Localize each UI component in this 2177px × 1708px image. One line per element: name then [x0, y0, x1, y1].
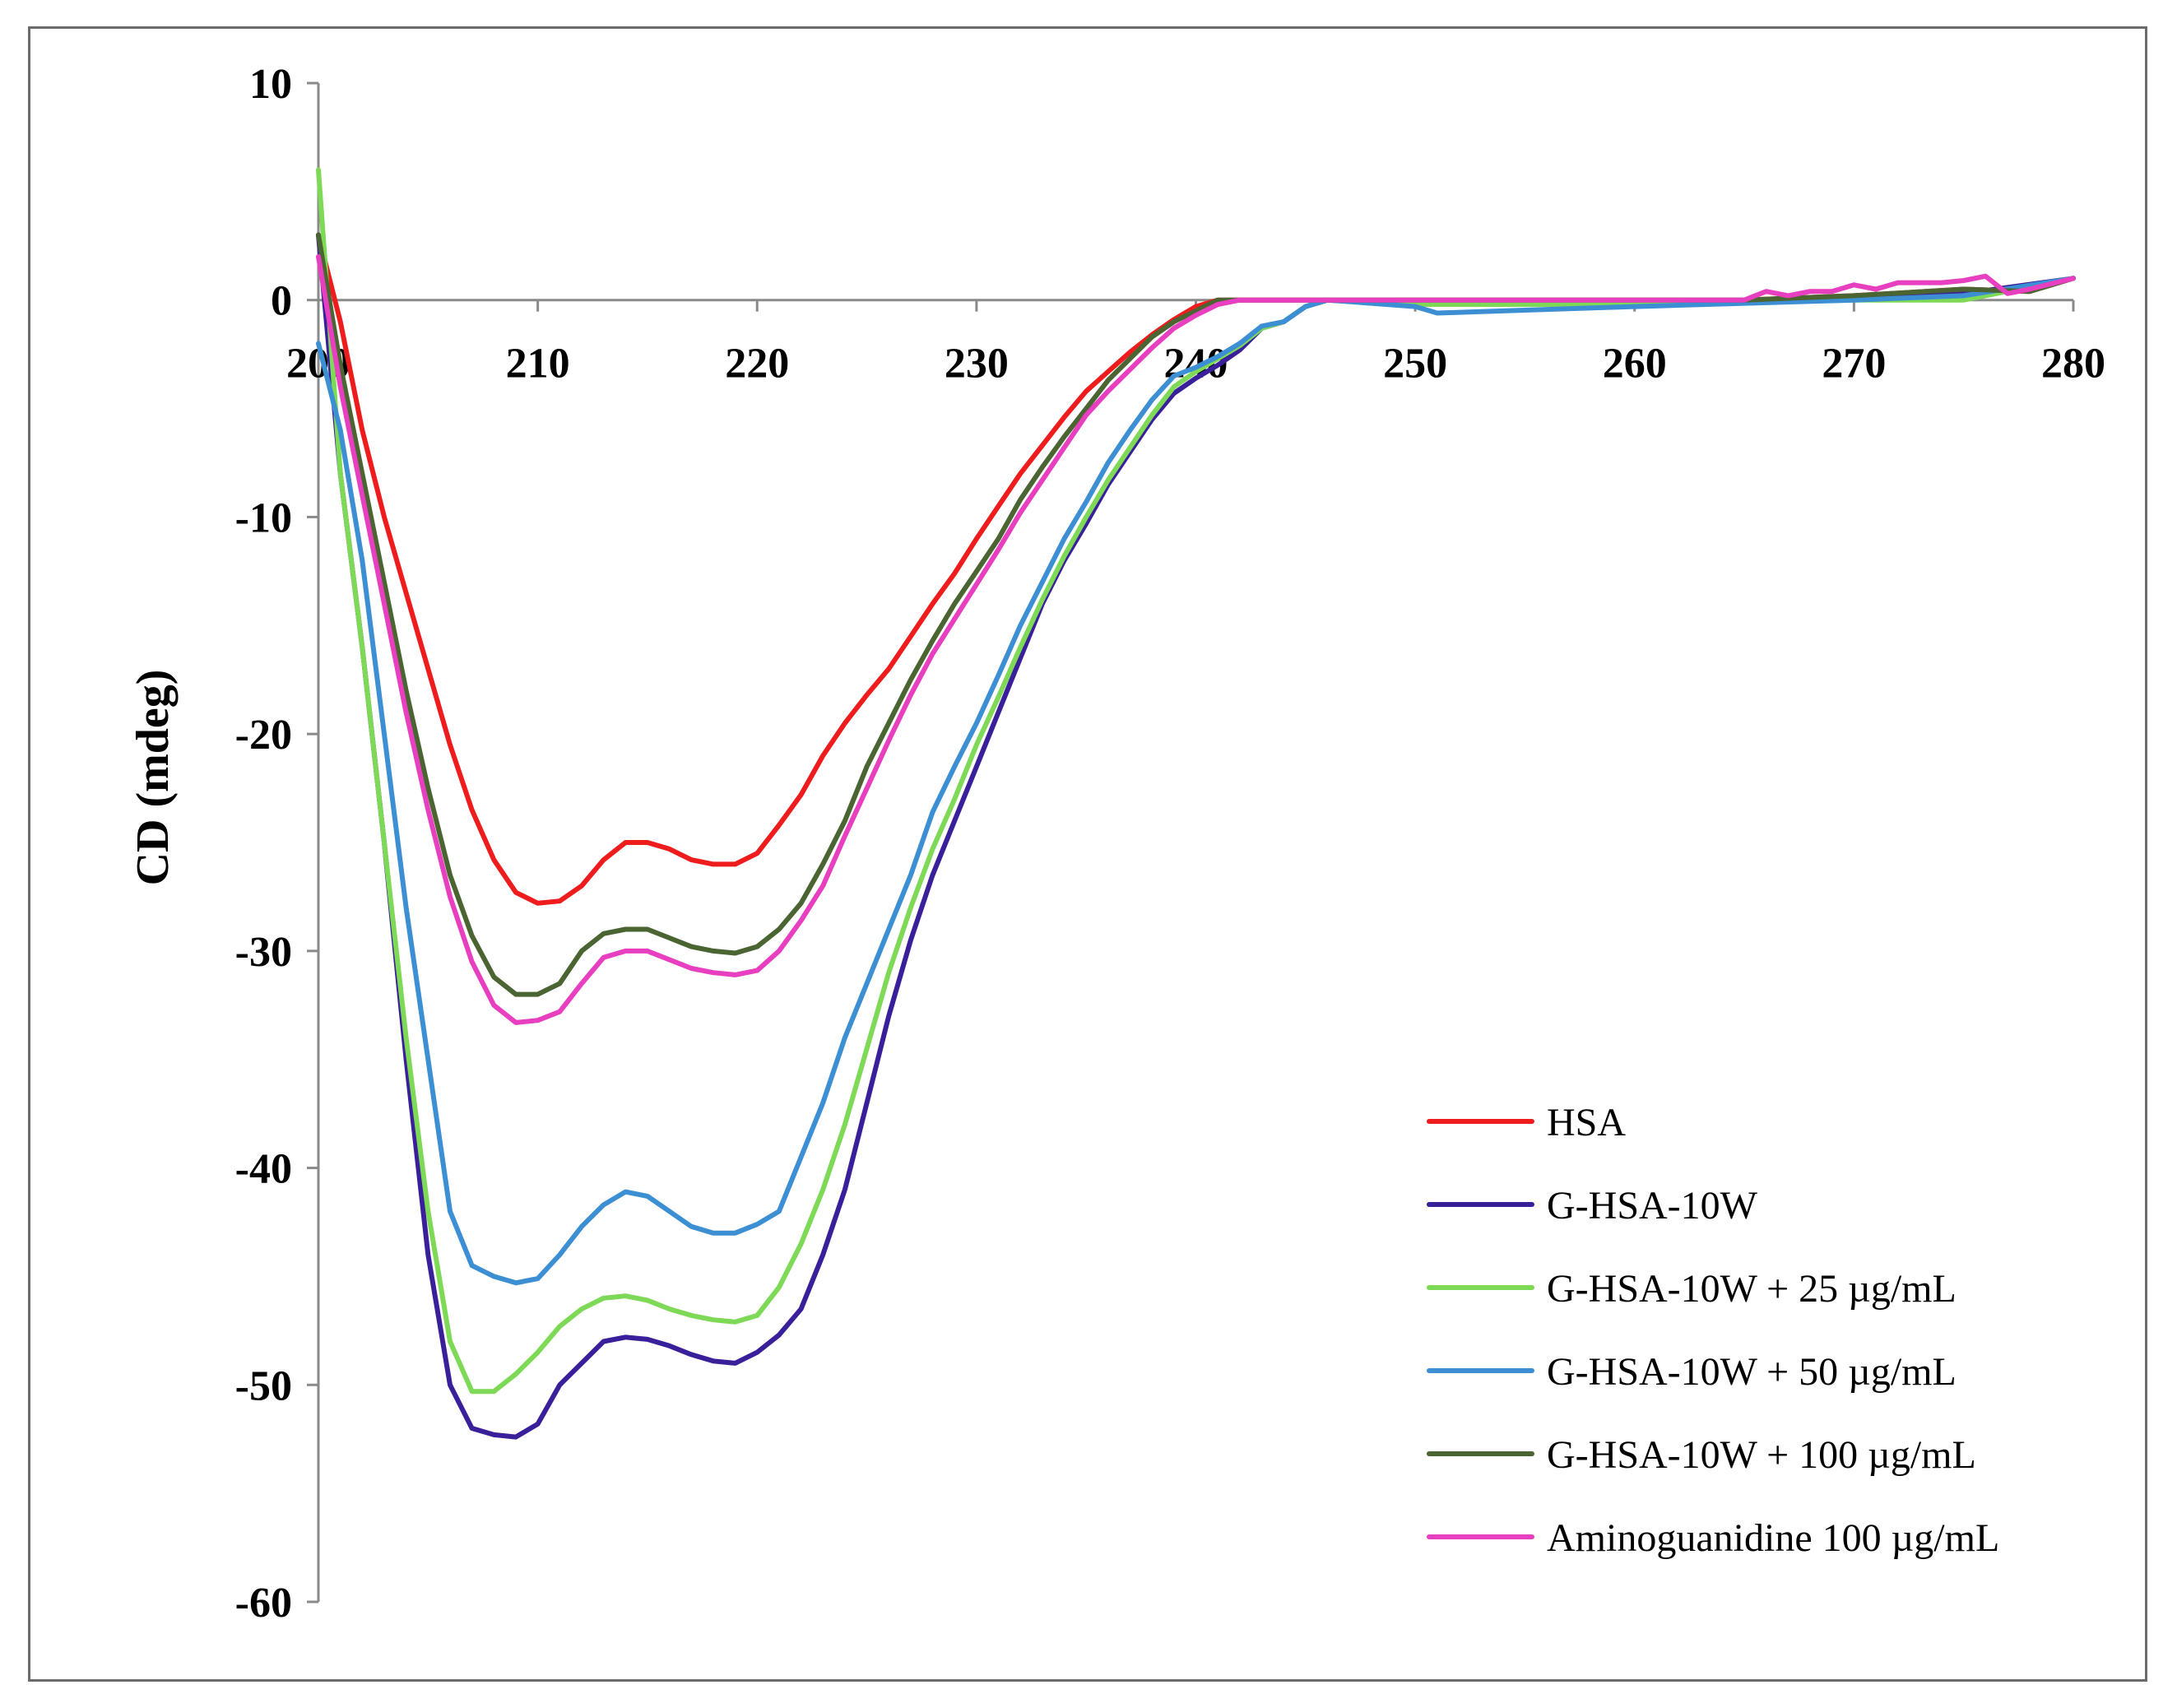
- series-line-6: [316, 254, 2076, 1025]
- y-tick-label: -30: [235, 929, 292, 976]
- y-tick-label: -10: [235, 494, 292, 541]
- series-lines: [316, 167, 2076, 1440]
- x-tick-label: 220: [725, 341, 789, 388]
- chart-frame: 10 0 -10 -20 -30 -40 -50 -60 200 210 220 230 240 250 2…: [28, 26, 2147, 1682]
- legend: HSA G-HSA-10W G-HSA-10W + 25 µg/mL G-HSA-10…: [1427, 1101, 1999, 1560]
- y-tick-label: -50: [235, 1362, 292, 1409]
- y-tick-label: 10: [249, 61, 292, 108]
- x-tick-label: 250: [1383, 341, 1447, 388]
- y-tick-label: -60: [235, 1580, 292, 1627]
- legend-label: HSA: [1547, 1101, 1626, 1144]
- x-tick-label: 260: [1603, 341, 1667, 388]
- legend-label: G-HSA-10W + 25 µg/mL: [1547, 1267, 1957, 1311]
- x-tick-label: 210: [506, 341, 570, 388]
- legend-label: G-HSA-10W: [1547, 1184, 1758, 1228]
- y-axis-title: CD (mdeg): [128, 670, 179, 886]
- series-line-4: [316, 276, 2076, 1286]
- legend-label: G-HSA-10W + 50 µg/mL: [1547, 1350, 1957, 1394]
- x-tick-label: 280: [2041, 341, 2105, 388]
- legend-label: Aminoguanidine 100 µg/mL: [1547, 1516, 1999, 1560]
- y-tick-label: 0: [271, 278, 292, 325]
- series-line-2: [316, 232, 2076, 1440]
- x-tick-label: 230: [945, 341, 1009, 388]
- series-line-1: [316, 232, 2076, 906]
- y-tick-label: -20: [235, 712, 292, 759]
- y-tick-label: -40: [235, 1146, 292, 1193]
- legend-label: G-HSA-10W + 100 µg/mL: [1547, 1433, 1976, 1477]
- x-tick-label: 270: [1822, 341, 1886, 388]
